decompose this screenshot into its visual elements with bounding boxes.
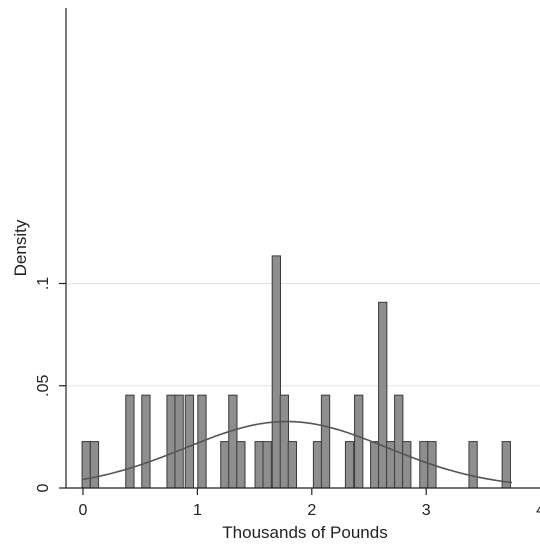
histogram-bar (174, 394, 184, 489)
x-tick-label: 4 (536, 502, 540, 519)
histogram-bar (228, 394, 238, 489)
histogram-bar (279, 394, 289, 489)
grid-lines (66, 283, 540, 387)
histogram-bar (236, 441, 246, 489)
histogram-bar (184, 394, 195, 489)
histogram-bar (312, 441, 323, 489)
histogram-bar (81, 441, 91, 489)
x-tick-label: 2 (307, 502, 316, 519)
histogram-bar (254, 441, 264, 489)
histogram-bar (89, 441, 100, 489)
histogram-bar (320, 394, 331, 489)
histogram-bar (394, 394, 404, 489)
y-tick-label: 0 (35, 483, 52, 492)
normal-density-curve (82, 420, 513, 484)
histogram-bar (271, 255, 281, 489)
histogram-bar (141, 394, 151, 489)
x-tick-label: 1 (193, 502, 202, 519)
histogram-bar (354, 394, 364, 489)
axes: 0 .05 .1 0 1 2 3 4 (35, 8, 540, 519)
normal-curve-line (82, 420, 513, 484)
histogram-bar (468, 441, 478, 489)
histogram-bar (287, 441, 297, 489)
histogram-bar (166, 394, 176, 489)
x-tick-label: 3 (422, 502, 431, 519)
y-axis-title: Density (11, 219, 30, 276)
y-tick-label: .1 (35, 277, 52, 290)
histogram-bar (370, 441, 380, 489)
x-axis-title: Thousands of Pounds (222, 523, 387, 542)
histogram-bar (220, 441, 230, 489)
histogram-bar (378, 301, 388, 489)
histogram-bar (402, 441, 412, 489)
x-tick-label: 0 (79, 502, 88, 519)
histogram-bar (125, 394, 135, 489)
y-tick-label: .05 (35, 375, 52, 397)
histogram-bar (344, 441, 355, 489)
histogram-bars (81, 255, 511, 489)
histogram-bar (262, 441, 272, 489)
histogram-bar (419, 441, 429, 489)
